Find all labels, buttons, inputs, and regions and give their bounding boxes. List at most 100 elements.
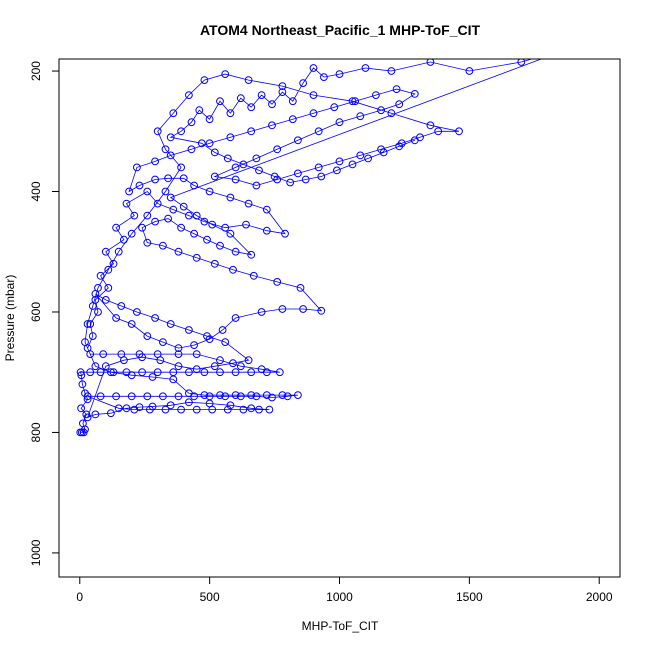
- data-point: [231, 314, 240, 322]
- data-point: [112, 392, 120, 401]
- data-point: [379, 148, 388, 157]
- x-tick-label: 2000: [586, 590, 613, 604]
- data-point: [247, 250, 256, 259]
- data-point: [114, 247, 123, 256]
- data-point: [205, 187, 214, 196]
- data-point: [185, 398, 193, 407]
- data-point: [200, 368, 209, 377]
- data-point: [143, 332, 152, 341]
- data-point: [91, 362, 100, 371]
- data-point: [335, 157, 344, 166]
- data-point: [317, 306, 326, 315]
- data-point: [127, 371, 136, 380]
- data-point: [210, 259, 219, 268]
- data-point: [195, 106, 204, 115]
- data-point: [185, 91, 193, 99]
- data-point: [169, 375, 178, 384]
- data-point: [77, 404, 85, 413]
- data-point: [301, 175, 310, 184]
- plot-frame: [58, 58, 621, 578]
- data-point: [286, 178, 295, 187]
- data-point: [262, 226, 271, 235]
- data-point: [107, 368, 115, 377]
- data-point: [356, 112, 365, 121]
- data-point: [294, 391, 302, 400]
- data-point: [330, 103, 339, 112]
- data-point: [335, 118, 344, 127]
- y-axis: 200 400 600 800 1000: [29, 61, 59, 566]
- data-point: [281, 229, 289, 238]
- data-point: [247, 391, 256, 400]
- data-point: [395, 142, 404, 151]
- data-point: [278, 391, 287, 400]
- data-point: [252, 392, 261, 401]
- data-point: [81, 338, 89, 347]
- data-point: [364, 154, 373, 163]
- data-point: [210, 362, 219, 371]
- data-point: [314, 127, 323, 136]
- data-point: [88, 302, 97, 310]
- data-point: [169, 205, 178, 214]
- data-point: [151, 217, 160, 226]
- data-point: [210, 172, 219, 181]
- data-point: [249, 271, 258, 280]
- data-point: [216, 356, 224, 365]
- data-point: [153, 127, 162, 136]
- data-point: [83, 320, 92, 328]
- data-point: [143, 187, 152, 196]
- data-point: [395, 100, 404, 109]
- data-point: [94, 308, 102, 316]
- data-point: [426, 121, 435, 130]
- data-point: [309, 109, 318, 118]
- x-tick-label: 1500: [456, 590, 483, 604]
- data-point: [387, 67, 396, 75]
- data-point: [88, 332, 97, 341]
- data-point: [372, 91, 380, 99]
- data-point: [174, 362, 183, 371]
- data-point: [138, 368, 147, 377]
- data-point: [236, 362, 245, 371]
- y-tick-label: 1000: [29, 539, 43, 566]
- data-point: [218, 326, 227, 334]
- data-point: [187, 145, 196, 154]
- data-point: [190, 392, 199, 401]
- data-point: [161, 405, 170, 414]
- data-point: [117, 302, 126, 310]
- data-point: [200, 217, 209, 226]
- data-point: [231, 163, 240, 172]
- data-point: [236, 392, 245, 401]
- data-point: [410, 136, 419, 145]
- data-point: [231, 391, 240, 400]
- data-point: [192, 350, 201, 359]
- data-point: [257, 308, 266, 316]
- data-point: [351, 97, 360, 106]
- data-point: [465, 67, 474, 75]
- data-point: [151, 314, 160, 322]
- data-point: [517, 59, 526, 66]
- data-point: [174, 344, 183, 353]
- data-point: [231, 247, 240, 256]
- data-point: [221, 338, 230, 347]
- data-point: [166, 320, 175, 328]
- x-axis-label: MHP-ToF_CIT: [302, 619, 379, 633]
- data-point: [190, 229, 199, 238]
- data-point: [114, 404, 123, 413]
- data-point: [166, 151, 175, 160]
- x-tick-label: 1000: [326, 590, 353, 604]
- data-point: [216, 368, 224, 377]
- data-point: [133, 308, 141, 316]
- data-point: [226, 193, 235, 202]
- y-axis-label: Pressure (mbar): [3, 275, 17, 362]
- data-point: [268, 100, 276, 109]
- data-point: [164, 214, 173, 223]
- data-point: [185, 211, 193, 220]
- data-point: [348, 160, 357, 169]
- data-point: [174, 392, 183, 401]
- data-point: [112, 223, 120, 232]
- data-point: [262, 391, 271, 400]
- y-tick-label: 800: [29, 422, 43, 442]
- data-point: [434, 127, 443, 136]
- data-point: [138, 353, 147, 362]
- data-point: [122, 199, 131, 208]
